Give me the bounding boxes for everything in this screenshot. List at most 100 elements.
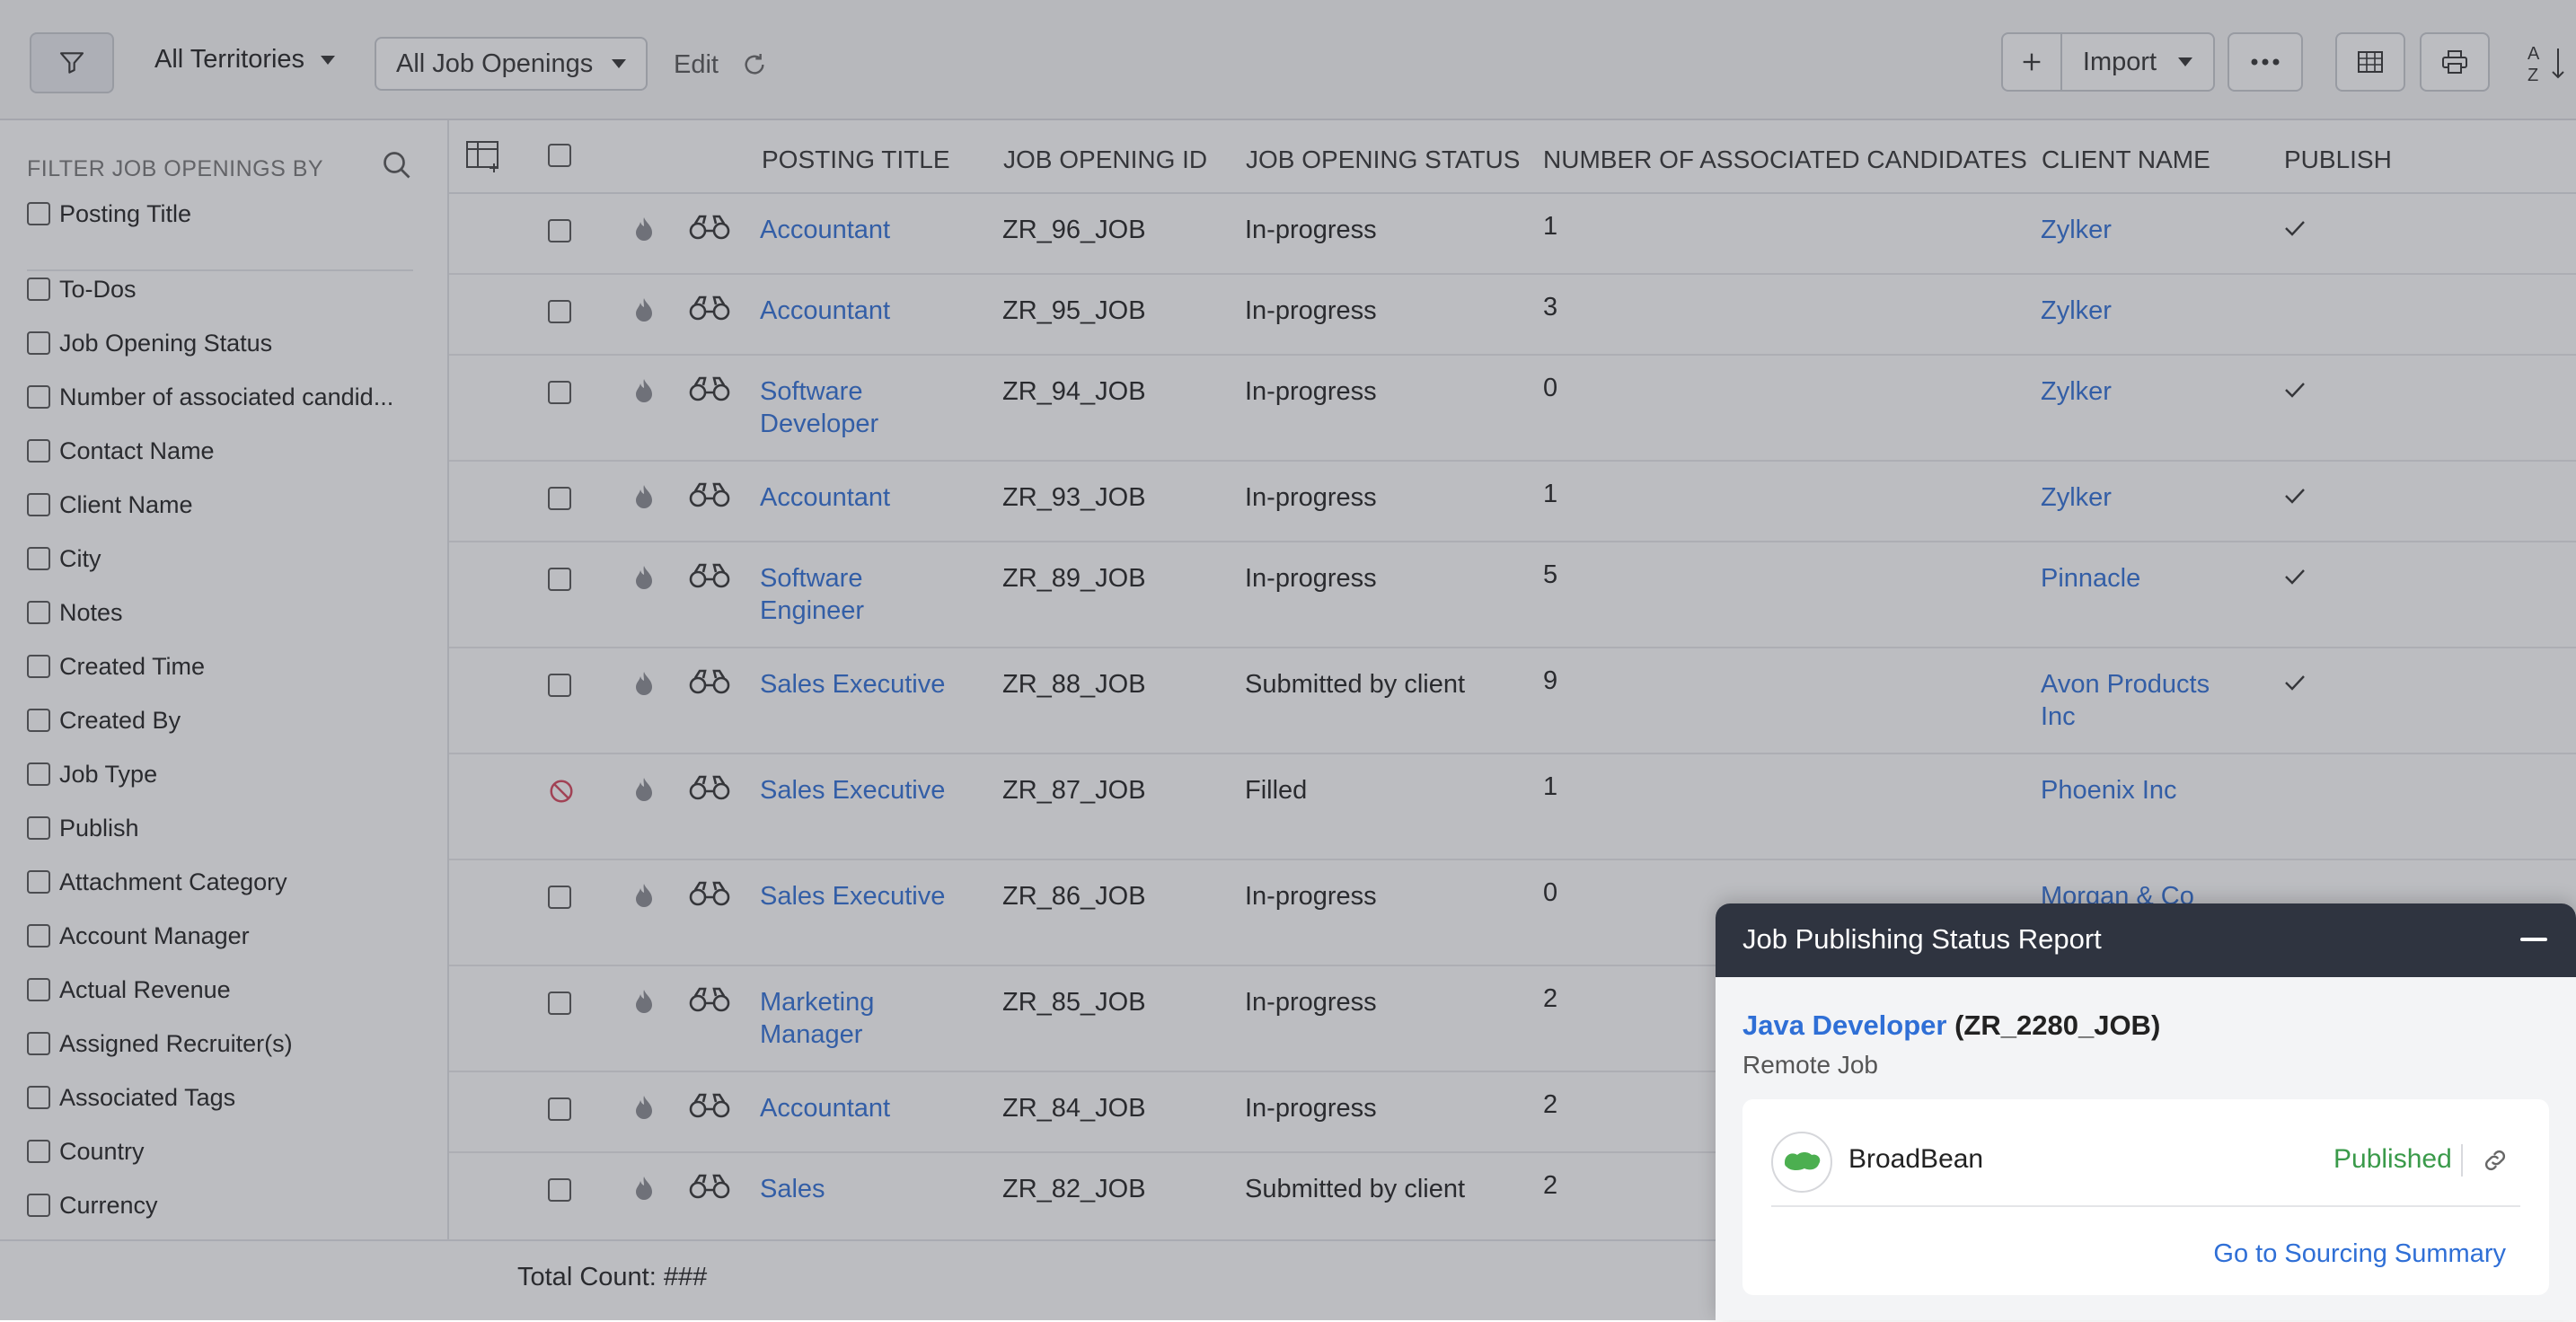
filter-checkbox[interactable] — [27, 331, 50, 355]
column-job-opening-status[interactable]: JOB OPENING STATUS — [1246, 145, 1521, 173]
posting-title-link[interactable]: Sales Executive — [760, 776, 946, 805]
row-checkbox[interactable] — [548, 1178, 571, 1202]
client-name-link[interactable]: Zylker — [2041, 216, 2112, 244]
filter-option[interactable]: Job Type — [27, 756, 157, 792]
posting-title-link[interactable]: Accountant — [760, 1094, 891, 1123]
filter-option[interactable]: Currency — [27, 1187, 158, 1223]
binoculars-icon[interactable] — [688, 668, 731, 695]
filter-checkbox[interactable] — [27, 439, 50, 463]
client-name-link[interactable]: Zylker — [2041, 483, 2112, 512]
filter-option[interactable]: Associated Tags — [27, 1080, 235, 1115]
edit-view-link[interactable]: Edit — [674, 50, 719, 79]
posting-title-link[interactable]: Sales Executive — [760, 882, 946, 911]
filter-option[interactable]: Publish — [27, 810, 139, 846]
binoculars-icon[interactable] — [688, 880, 731, 907]
column-settings-icon[interactable] — [465, 140, 503, 172]
posting-title-link[interactable]: Accountant — [760, 296, 891, 325]
table-row[interactable]: Accountant ZR_93_JOB In-progress 1 Zylker — [449, 460, 2576, 542]
binoculars-icon[interactable] — [688, 375, 731, 402]
column-client-name[interactable]: CLIENT NAME — [2042, 145, 2210, 173]
filter-toggle-button[interactable] — [30, 32, 114, 93]
filter-checkbox[interactable] — [27, 547, 50, 570]
hot-job-icon[interactable] — [634, 377, 654, 404]
sourcing-summary-link[interactable]: Go to Sourcing Summary — [2213, 1239, 2506, 1268]
hot-job-icon[interactable] — [634, 216, 654, 242]
filter-option[interactable]: To-Dos — [27, 271, 137, 307]
filter-checkbox[interactable] — [27, 978, 50, 1001]
filter-option[interactable]: Created By — [27, 702, 181, 738]
filter-checkbox[interactable] — [27, 1194, 50, 1217]
table-row[interactable]: Accountant ZR_96_JOB In-progress 1 Zylker — [449, 192, 2576, 275]
filter-option[interactable]: Number of associated candid... — [27, 379, 393, 415]
filter-checkbox[interactable] — [27, 816, 50, 840]
job-title-link[interactable]: Java Developer — [1742, 1009, 1947, 1041]
hot-job-icon[interactable] — [634, 882, 654, 909]
minimize-icon[interactable] — [2520, 938, 2547, 941]
import-button[interactable]: Import — [2060, 32, 2215, 92]
filter-option[interactable]: Client Name — [27, 487, 193, 523]
row-checkbox[interactable] — [548, 487, 571, 510]
table-row[interactable]: Software Developer ZR_94_JOB In-progress 0 Z… — [449, 354, 2576, 462]
filter-checkbox[interactable] — [27, 202, 50, 225]
table-row[interactable]: Sales Executive ZR_87_JOB Filled 1 Phoenix I… — [449, 753, 2576, 860]
row-checkbox[interactable] — [548, 381, 571, 404]
table-row[interactable]: Sales Executive ZR_88_JOB Submitted by cli… — [449, 647, 2576, 754]
column-posting-title[interactable]: POSTING TITLE — [762, 145, 950, 173]
filter-option[interactable]: Contact Name — [27, 433, 215, 469]
filter-checkbox[interactable] — [27, 709, 50, 732]
hot-job-icon[interactable] — [634, 1175, 654, 1202]
hot-job-icon[interactable] — [634, 296, 654, 323]
posting-title-link[interactable]: Software Engineer — [760, 564, 865, 625]
filter-checkbox[interactable] — [27, 870, 50, 894]
posting-title-link[interactable]: Sales — [760, 1175, 825, 1203]
client-name-link[interactable]: Phoenix Inc — [2041, 776, 2177, 805]
table-row[interactable]: Sales Executive ZR_86_JOB In-progress 0 Morg… — [449, 859, 2576, 966]
hot-job-icon[interactable] — [634, 670, 654, 697]
filter-checkbox[interactable] — [27, 1086, 50, 1109]
hot-job-icon[interactable] — [634, 1094, 654, 1121]
select-all-checkbox[interactable] — [548, 144, 571, 167]
row-checkbox[interactable] — [548, 1097, 571, 1121]
binoculars-icon[interactable] — [688, 562, 731, 589]
row-checkbox[interactable] — [548, 674, 571, 697]
filter-option[interactable]: Attachment Category — [27, 864, 287, 900]
binoculars-icon[interactable] — [688, 481, 731, 508]
hot-job-icon[interactable] — [634, 483, 654, 510]
view-selector[interactable]: All Job Openings — [375, 37, 648, 91]
filter-option[interactable]: Country — [27, 1133, 145, 1169]
filter-checkbox[interactable] — [27, 385, 50, 409]
binoculars-icon[interactable] — [688, 774, 731, 801]
filter-option[interactable]: Notes — [27, 595, 123, 630]
filter-option[interactable]: Job Opening Status — [27, 325, 272, 361]
row-checkbox[interactable] — [548, 300, 571, 323]
table-row[interactable]: Sales ZR_82_JOB Submitted by client 2 — [449, 1151, 2576, 1239]
column-job-opening-id[interactable]: JOB OPENING ID — [1003, 145, 1208, 173]
row-checkbox[interactable] — [548, 886, 571, 909]
filter-checkbox[interactable] — [27, 1140, 50, 1163]
client-name-link[interactable]: Zylker — [2041, 296, 2112, 325]
filter-option[interactable]: Actual Revenue — [27, 972, 231, 1008]
binoculars-icon[interactable] — [688, 1092, 731, 1119]
posting-title-link[interactable]: Marketing Manager — [760, 988, 875, 1049]
client-name-link[interactable]: Avon Products Inc — [2041, 670, 2210, 731]
posting-title-link[interactable]: Software Developer — [760, 377, 879, 438]
table-row[interactable]: Software Engineer ZR_89_JOB In-progress 5 Pi… — [449, 541, 2576, 648]
filter-option[interactable]: Posting Title — [27, 196, 191, 232]
posting-title-link[interactable]: Accountant — [760, 216, 891, 244]
client-name-link[interactable]: Zylker — [2041, 377, 2112, 406]
sort-az-icon[interactable]: AZ — [2526, 41, 2567, 84]
client-name-link[interactable]: Pinnacle — [2041, 564, 2141, 593]
table-view-button[interactable] — [2335, 32, 2405, 92]
filter-option[interactable]: Account Manager — [27, 918, 250, 954]
row-checkbox[interactable] — [548, 568, 571, 591]
filter-option[interactable]: Created Time — [27, 648, 205, 684]
link-icon[interactable] — [2481, 1146, 2510, 1175]
hot-job-icon[interactable] — [634, 988, 654, 1015]
filter-checkbox[interactable] — [27, 924, 50, 947]
hot-job-icon[interactable] — [634, 564, 654, 591]
hot-job-icon[interactable] — [634, 776, 654, 803]
filter-checkbox[interactable] — [27, 762, 50, 786]
column-number-of-candidates[interactable]: NUMBER OF ASSOCIATED CANDIDATES — [1543, 145, 2027, 173]
filter-option[interactable]: City — [27, 541, 101, 577]
row-checkbox[interactable] — [548, 992, 571, 1015]
